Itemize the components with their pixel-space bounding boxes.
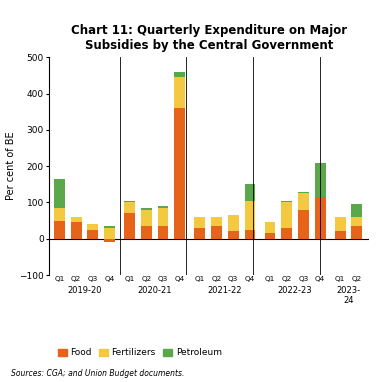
Bar (174, 108, 185, 239)
Bar (228, 215, 239, 231)
Bar (174, 72, 185, 77)
Bar (87, 230, 98, 239)
Bar (281, 201, 292, 202)
Text: 2023-
24: 2023- 24 (336, 286, 361, 305)
Bar (298, 210, 309, 239)
Bar (335, 231, 346, 239)
Y-axis label: Per cent of BE: Per cent of BE (6, 132, 16, 201)
Bar (124, 201, 135, 202)
Bar (195, 228, 205, 239)
Bar (211, 217, 222, 226)
Bar (174, 77, 185, 108)
Text: 2021-22: 2021-22 (207, 286, 242, 295)
Bar (104, 226, 115, 228)
Bar (228, 231, 239, 239)
Bar (244, 201, 255, 230)
Bar (141, 210, 152, 226)
Bar (298, 193, 309, 210)
Bar (315, 197, 326, 239)
Bar (244, 184, 255, 201)
Bar (158, 208, 168, 226)
Bar (71, 222, 82, 239)
Bar (315, 163, 326, 197)
Bar (335, 217, 346, 231)
Bar (141, 208, 152, 210)
Bar (264, 222, 276, 233)
Bar (244, 230, 255, 239)
Bar (54, 220, 65, 239)
Bar (352, 204, 363, 217)
Bar (281, 228, 292, 239)
Text: 2022-23: 2022-23 (278, 286, 312, 295)
Bar (54, 179, 65, 208)
Bar (124, 202, 135, 213)
Text: 2019-20: 2019-20 (67, 286, 102, 295)
Bar (104, 228, 115, 239)
Bar (54, 208, 65, 220)
Text: Sources: CGA; and Union Budget documents.: Sources: CGA; and Union Budget documents… (11, 369, 185, 378)
Bar (195, 217, 205, 228)
Bar (124, 213, 135, 239)
Bar (158, 226, 168, 239)
Bar (87, 224, 98, 230)
Bar (352, 226, 363, 239)
Bar (211, 226, 222, 239)
Bar (158, 206, 168, 208)
Bar (281, 202, 292, 228)
Bar (71, 217, 82, 222)
Text: 2020-21: 2020-21 (138, 286, 172, 295)
Title: Chart 11: Quarterly Expenditure on Major
Subsidies by the Central Government: Chart 11: Quarterly Expenditure on Major… (71, 24, 347, 52)
Bar (141, 226, 152, 239)
Bar (298, 191, 309, 193)
Legend: Food, Fertilizers, Petroleum: Food, Fertilizers, Petroleum (54, 345, 225, 361)
Bar (352, 217, 363, 226)
Bar (104, 239, 115, 242)
Bar (264, 233, 276, 239)
